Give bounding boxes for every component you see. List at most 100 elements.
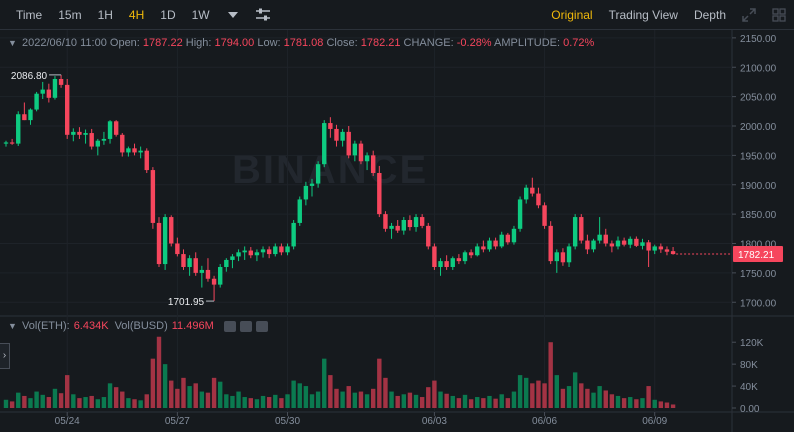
volume-bar bbox=[364, 394, 370, 408]
volume-bar bbox=[52, 388, 58, 408]
interval-1d[interactable]: 1D bbox=[160, 7, 176, 22]
volume-bar bbox=[28, 398, 33, 408]
candle-body bbox=[236, 252, 241, 257]
candle-body bbox=[426, 225, 431, 247]
candle-body bbox=[224, 259, 229, 267]
candle-body bbox=[658, 246, 664, 250]
vol-busd-label: Vol(BUSD) bbox=[114, 320, 168, 332]
volume-bar bbox=[591, 392, 596, 408]
candle-body bbox=[132, 148, 137, 153]
volume-bar bbox=[432, 380, 437, 408]
volume-bar bbox=[603, 390, 608, 408]
candle-body bbox=[22, 114, 27, 121]
candle-body bbox=[230, 256, 235, 260]
candle-body bbox=[640, 242, 645, 246]
volume-bar bbox=[358, 391, 364, 408]
volume-bar bbox=[352, 392, 358, 408]
candle-body bbox=[40, 89, 45, 94]
volume-bar bbox=[303, 386, 309, 408]
volume-bar bbox=[475, 397, 480, 408]
candle-body bbox=[242, 250, 247, 253]
volume-bar bbox=[542, 383, 547, 408]
volume-collapse-caret-icon[interactable]: ▼ bbox=[8, 321, 17, 331]
volume-bar bbox=[279, 398, 284, 408]
volume-settings-icon[interactable] bbox=[223, 320, 236, 332]
volume-bar bbox=[328, 375, 333, 408]
candle-body bbox=[101, 138, 107, 141]
layout-grid-icon[interactable] bbox=[764, 0, 794, 30]
volume-bar bbox=[40, 394, 45, 408]
volume-bar bbox=[401, 394, 406, 408]
volume-bar bbox=[579, 383, 584, 408]
candle-body bbox=[77, 131, 82, 135]
volume-bar bbox=[95, 399, 100, 408]
interval-4h[interactable]: 4H bbox=[128, 7, 145, 22]
volume-bar bbox=[260, 395, 266, 408]
volume-bar bbox=[193, 383, 198, 408]
volume-bar bbox=[291, 380, 296, 408]
candle-body bbox=[364, 155, 370, 162]
view-trading-view[interactable]: Trading View bbox=[608, 8, 678, 22]
volume-bar bbox=[658, 401, 664, 408]
view-original[interactable]: Original bbox=[551, 8, 593, 22]
volume-bar bbox=[65, 375, 70, 408]
candle-body bbox=[517, 199, 523, 229]
more-intervals-dropdown-icon[interactable] bbox=[218, 0, 248, 30]
interval-1h[interactable]: 1H bbox=[97, 7, 113, 22]
volume-visibility-icon[interactable] bbox=[239, 320, 252, 332]
price-tick-label: 2100.00 bbox=[740, 63, 777, 74]
volume-bar bbox=[83, 397, 88, 408]
interval-1w[interactable]: 1W bbox=[191, 7, 210, 22]
volume-bar bbox=[322, 358, 327, 408]
volume-bar bbox=[609, 394, 615, 408]
view-depth[interactable]: Depth bbox=[693, 8, 726, 22]
info-amplitude-label: AMPLITUDE: bbox=[494, 37, 561, 49]
candle-body bbox=[377, 173, 382, 215]
volume-bar bbox=[224, 394, 229, 408]
volume-tick-label: 120K bbox=[740, 338, 764, 349]
candle-body bbox=[481, 246, 486, 250]
candle-body bbox=[432, 246, 437, 267]
volume-info-bar: ▼ Vol(ETH): 6.434K Vol(BUSD) 11.496M bbox=[8, 319, 268, 333]
indicator-settings-icon[interactable] bbox=[248, 0, 278, 30]
volume-bar bbox=[273, 394, 278, 408]
candle-body bbox=[597, 234, 602, 241]
candle-body bbox=[579, 217, 584, 241]
volume-bar bbox=[456, 398, 462, 408]
price-tick-label: 1750.00 bbox=[740, 269, 777, 280]
volume-bar bbox=[511, 391, 517, 408]
candle-body bbox=[334, 128, 339, 141]
volume-bar bbox=[162, 364, 168, 408]
interval-15m[interactable]: 15m bbox=[58, 7, 82, 22]
date-label: 06/03 bbox=[422, 416, 447, 427]
candle-body bbox=[138, 150, 143, 153]
volume-bar bbox=[462, 394, 468, 408]
collapse-caret-icon[interactable]: ▼ bbox=[8, 38, 17, 48]
candle-body bbox=[530, 187, 535, 194]
volume-bar bbox=[34, 391, 39, 408]
candle-body bbox=[511, 228, 517, 243]
volume-bar bbox=[670, 404, 676, 408]
volume-bar bbox=[530, 383, 535, 408]
price-tick-label: 2050.00 bbox=[740, 93, 777, 104]
candle-body bbox=[28, 109, 33, 121]
expand-side-panel-icon[interactable]: › bbox=[0, 343, 10, 369]
price-tick-label: 1700.00 bbox=[740, 298, 777, 309]
volume-bar bbox=[248, 398, 253, 408]
interval-time[interactable]: Time bbox=[16, 7, 43, 22]
volume-bar bbox=[621, 398, 627, 408]
volume-bar bbox=[548, 342, 553, 408]
candle-body bbox=[475, 246, 480, 256]
volume-bar bbox=[536, 380, 541, 408]
candle-body bbox=[175, 243, 180, 255]
price-tick-label: 2000.00 bbox=[740, 122, 777, 133]
volume-bar bbox=[132, 399, 137, 408]
candle-body bbox=[46, 89, 52, 98]
volume-bar bbox=[89, 395, 94, 408]
fullscreen-icon[interactable] bbox=[734, 0, 764, 30]
volume-bar bbox=[126, 398, 131, 408]
volume-bar bbox=[640, 398, 645, 408]
candle-body bbox=[628, 238, 633, 245]
volume-close-icon[interactable] bbox=[255, 320, 268, 332]
